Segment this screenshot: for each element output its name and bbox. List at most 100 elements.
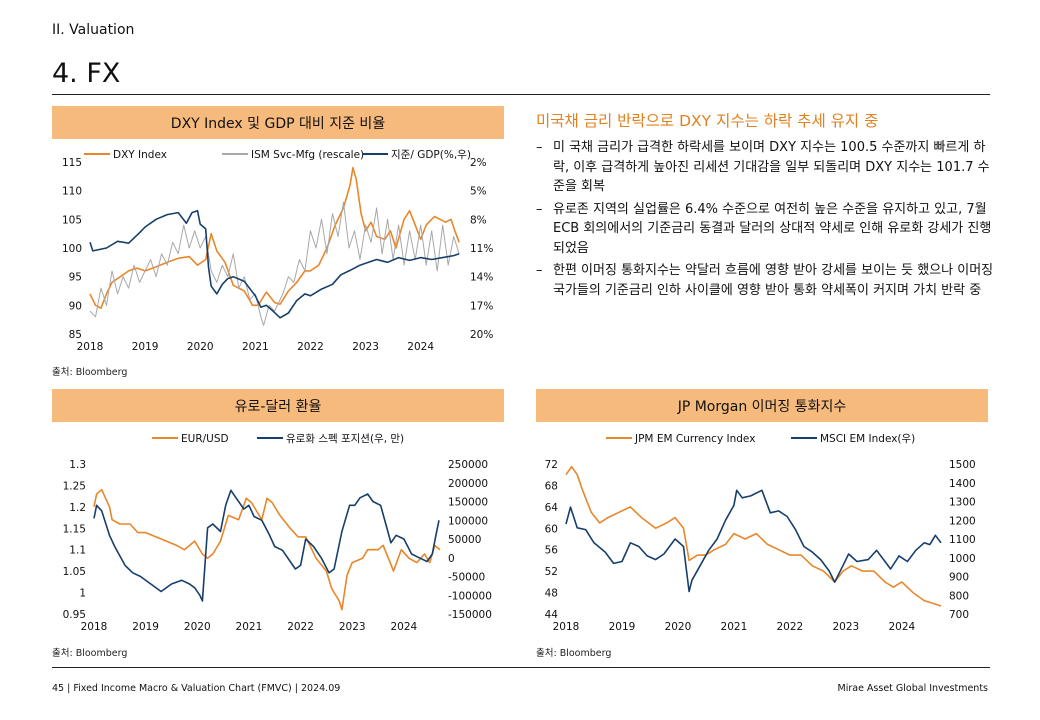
right-axis-tick-label: 14% — [470, 272, 493, 284]
right-axis-tick-label: 1300 — [949, 497, 976, 509]
left-axis-tick-label: 1.25 — [63, 480, 86, 492]
right-axis-tick-label: 100000 — [448, 515, 488, 527]
legend-label: MSCI EM Index(우) — [820, 433, 915, 445]
x-axis-tick-label: 2022 — [287, 621, 314, 633]
eurusd-chart-header: 유로-달러 환율 — [52, 389, 504, 422]
right-axis-tick-label: 2% — [470, 157, 487, 169]
right-axis-tick-label: -100000 — [448, 590, 492, 602]
right-axis-tick-label: 5% — [470, 186, 487, 198]
x-axis-tick-label: 2021 — [721, 621, 748, 633]
x-axis-tick-label: 2020 — [665, 621, 692, 633]
left-axis-tick-label: 100 — [62, 243, 82, 255]
right-axis-tick-label: -50000 — [448, 572, 485, 584]
left-axis-tick-label: 1.2 — [69, 502, 86, 514]
legend-label: EUR/USD — [181, 433, 229, 445]
x-axis-tick-label: 2019 — [132, 621, 159, 633]
commentary-bullet: – 미 국채 금리가 급격한 하락세를 보이며 DXY 지수는 100.5 수준까… — [536, 140, 990, 194]
legend-label: 유로화 스펙 포지션(우, 만) — [286, 433, 404, 445]
left-axis-tick-label: 1.3 — [69, 459, 86, 471]
right-axis-tick-label: 700 — [949, 609, 969, 621]
left-axis-tick-label: 115 — [62, 157, 82, 169]
right-axis-tick-label: 8% — [470, 214, 487, 226]
x-axis-tick-label: 2018 — [553, 621, 580, 633]
footer-left: 45 | Fixed Income Macro & Valuation Char… — [52, 683, 341, 694]
series-line — [565, 489, 942, 593]
right-axis-tick-label: 1400 — [949, 478, 976, 490]
x-axis-tick-label: 2023 — [339, 621, 366, 633]
left-axis-tick-label: 52 — [545, 566, 558, 578]
left-axis-tick-label: 95 — [69, 272, 82, 284]
commentary-bullet: – 유로존 지역의 실업률은 6.4% 수준으로 여전히 높은 수준을 유지하고 … — [536, 201, 992, 256]
bullet-text: 미 국채 금리가 급격한 하락세를 보이며 DXY 지수는 100.5 수준까지… — [553, 140, 990, 194]
title-divider — [52, 94, 990, 95]
x-axis-tick-label: 2024 — [390, 621, 417, 633]
footer-divider — [52, 667, 990, 668]
right-axis-tick-label: 0 — [448, 553, 455, 565]
series-line — [93, 488, 441, 611]
em-source: 출처: Bloomberg — [536, 648, 612, 659]
commentary-bullet: – 한편 이머징 통화지수는 약달러 흐름에 영향 받아 강세를 보이는 듯 했으… — [536, 263, 994, 298]
legend-label: 지준/ GDP(%,우) — [391, 149, 471, 161]
right-axis-tick-label: 800 — [949, 590, 969, 602]
em-chart-header: JP Morgan 이머징 통화지수 — [536, 389, 988, 422]
x-axis-tick-label: 2020 — [187, 341, 214, 353]
left-axis-tick-label: 105 — [62, 214, 82, 226]
legend-label: JPM EM Currency Index — [634, 433, 755, 445]
dxy-chart: 85 90 95 100 105 110 115 2% 5% 8% 11% 14% 17% 20% 2018… — [62, 149, 493, 353]
left-axis-tick-label: 1 — [79, 588, 86, 600]
dxy-chart-header: DXY Index 및 GDP 대비 지준 비율 — [52, 106, 504, 139]
left-axis-tick-label: 0.95 — [63, 609, 86, 621]
eurusd-chart: 0.95 1 1.05 1.1 1.15 1.2 1.25 1.3 -150000 -100000… — [63, 433, 492, 633]
left-axis-tick-label: 1.05 — [63, 566, 86, 578]
series-line — [89, 201, 460, 326]
left-axis-tick-label: 90 — [69, 300, 82, 312]
right-axis-tick-label: 150000 — [448, 497, 488, 509]
right-axis-tick-label: 200000 — [448, 478, 488, 490]
x-axis-tick-label: 2023 — [832, 621, 859, 633]
bullet-text: 유로존 지역의 실업률은 6.4% 수준으로 여전히 높은 수준을 유지하고 있… — [553, 201, 992, 256]
dxy-source: 출처: Bloomberg — [52, 367, 128, 378]
x-axis-tick-label: 2021 — [242, 341, 269, 353]
right-axis-tick-label: 900 — [949, 572, 969, 584]
section-label: II. Valuation — [52, 22, 135, 38]
left-axis-tick-label: 110 — [62, 186, 82, 198]
right-axis-tick-label: 1100 — [949, 534, 976, 546]
right-axis-tick-label: 1000 — [949, 553, 976, 565]
x-axis-tick-label: 2019 — [132, 341, 159, 353]
x-axis-tick-label: 2024 — [407, 341, 434, 353]
x-axis-tick-label: 2021 — [236, 621, 263, 633]
x-axis-tick-label: 2018 — [77, 341, 104, 353]
commentary-bullets: – 미 국채 금리가 급격한 하락세를 보이며 DXY 지수는 100.5 수준까… — [536, 138, 996, 303]
left-axis-tick-label: 48 — [545, 588, 558, 600]
left-axis-tick-label: 1.15 — [63, 523, 86, 535]
x-axis-tick-label: 2020 — [184, 621, 211, 633]
x-axis-tick-label: 2018 — [81, 621, 108, 633]
eurusd-source: 출처: Bloomberg — [52, 648, 128, 659]
legend-label: ISM Svc-Mfg (rescale) — [251, 149, 364, 161]
left-axis-tick-label: 60 — [545, 523, 558, 535]
left-axis-tick-label: 85 — [69, 329, 82, 341]
page-title: 4. FX — [52, 58, 121, 89]
right-axis-tick-label: 20% — [470, 329, 493, 341]
left-axis-tick-label: 72 — [545, 459, 558, 471]
right-axis-tick-label: 1200 — [949, 515, 976, 527]
series-line — [89, 209, 460, 319]
x-axis-tick-label: 2019 — [609, 621, 636, 633]
x-axis-tick-label: 2022 — [297, 341, 324, 353]
x-axis-tick-label: 2022 — [777, 621, 804, 633]
left-axis-tick-label: 64 — [545, 502, 559, 514]
right-axis-tick-label: 50000 — [448, 534, 481, 546]
commentary-title: 미국채 금리 반락으로 DXY 지수는 하락 추세 유지 중 — [536, 112, 879, 130]
x-axis-tick-label: 2024 — [888, 621, 915, 633]
left-axis-tick-label: 1.1 — [69, 545, 86, 557]
bullet-text: 한편 이머징 통화지수는 약달러 흐름에 영향 받아 강세를 보이는 듯 했으나… — [553, 263, 994, 298]
legend-label: DXY Index — [113, 149, 167, 161]
right-axis-tick-label: -150000 — [448, 609, 492, 621]
right-axis-tick-label: 11% — [470, 243, 493, 255]
left-axis-tick-label: 44 — [545, 609, 559, 621]
footer-right: Mirae Asset Global Investments — [837, 683, 989, 694]
series-line — [89, 166, 460, 309]
left-axis-tick-label: 68 — [545, 480, 558, 492]
right-axis-tick-label: 250000 — [448, 459, 488, 471]
em-chart: 44 48 52 56 60 64 68 72 700 800 900 1000 1100 1200 130… — [545, 433, 976, 633]
